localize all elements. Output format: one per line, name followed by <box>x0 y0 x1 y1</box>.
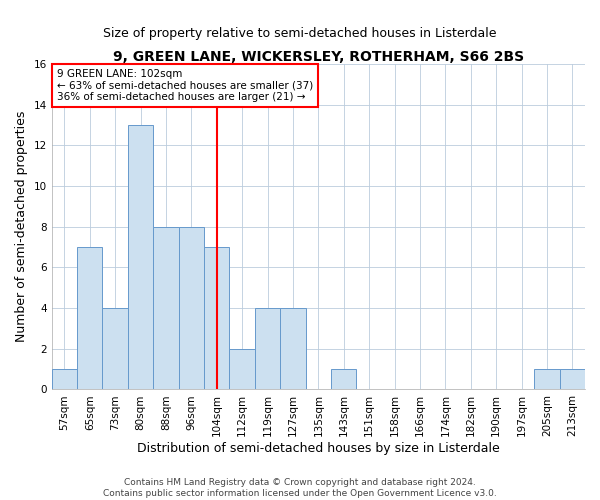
Bar <box>128 125 153 390</box>
Bar <box>77 247 103 390</box>
X-axis label: Distribution of semi-detached houses by size in Listerdale: Distribution of semi-detached houses by … <box>137 442 500 455</box>
Bar <box>331 369 356 390</box>
Bar <box>229 349 255 390</box>
Bar <box>560 369 585 390</box>
Bar <box>204 247 229 390</box>
Bar <box>255 308 280 390</box>
Y-axis label: Number of semi-detached properties: Number of semi-detached properties <box>15 111 28 342</box>
Bar <box>52 369 77 390</box>
Bar <box>280 308 305 390</box>
Bar <box>153 226 179 390</box>
Text: Size of property relative to semi-detached houses in Listerdale: Size of property relative to semi-detach… <box>103 28 497 40</box>
Title: 9, GREEN LANE, WICKERSLEY, ROTHERHAM, S66 2BS: 9, GREEN LANE, WICKERSLEY, ROTHERHAM, S6… <box>113 50 524 64</box>
Bar <box>534 369 560 390</box>
Bar <box>103 308 128 390</box>
Text: 9 GREEN LANE: 102sqm
← 63% of semi-detached houses are smaller (37)
36% of semi-: 9 GREEN LANE: 102sqm ← 63% of semi-detac… <box>57 69 313 102</box>
Text: Contains HM Land Registry data © Crown copyright and database right 2024.
Contai: Contains HM Land Registry data © Crown c… <box>103 478 497 498</box>
Bar <box>179 226 204 390</box>
